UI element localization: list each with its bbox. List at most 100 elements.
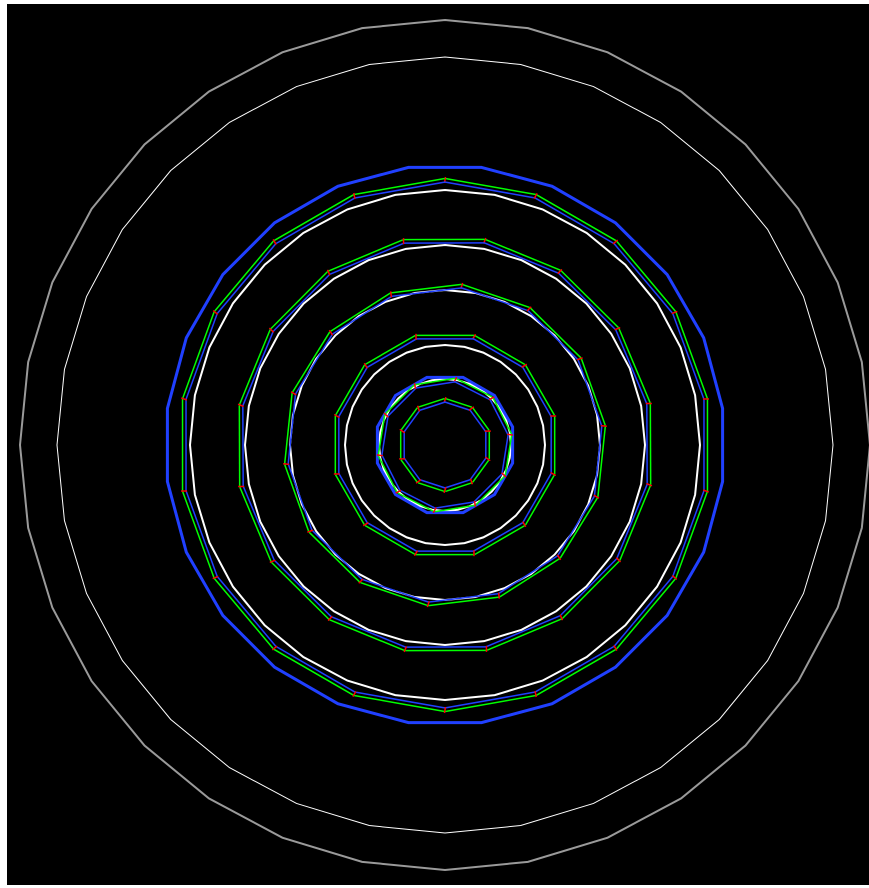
segmented-ring-3-segment-green: [284, 464, 310, 532]
segmented-ring-3-vertex-tick: [283, 463, 290, 466]
segmented-ring-5-segment-green: [615, 577, 677, 650]
segmented-ring-4-vertex-tick: [268, 327, 275, 333]
segmented-ring-3-segment-blue: [361, 578, 430, 603]
segmented-ring-1-vertex-tick: [488, 396, 495, 401]
segmented-ring-3-vertex-tick: [576, 357, 583, 361]
segmented-ring-5-vertex-tick: [613, 645, 618, 651]
segmented-ring-4-segment-green: [561, 560, 621, 620]
segmented-ring-1-segment-green: [397, 492, 435, 513]
segmented-ring-4-segment-blue: [241, 330, 275, 407]
segmented-ring-0-segment-blue: [418, 401, 446, 412]
segmented-ring-3-segment-blue: [287, 393, 297, 465]
segmented-ring-5-segment-green: [353, 177, 445, 196]
segmented-ring-5-segment-green: [675, 491, 709, 579]
segmented-ring-0-vertex-tick: [443, 486, 447, 494]
segmented-ring-3-segment-green: [283, 393, 293, 465]
segmented-ring-0-segment-blue: [403, 457, 421, 481]
segmented-ring-2-vertex-tick: [363, 362, 368, 369]
segmented-ring-4-segment-green: [329, 619, 406, 652]
segmented-ring-4-segment-green: [484, 238, 561, 271]
segmented-ring-2-vertex-tick: [413, 550, 419, 557]
segmented-ring-5-segment-green: [181, 311, 215, 399]
segmented-ring-0-vertex-tick: [468, 406, 475, 411]
segmented-ring-0-segment-green: [417, 397, 445, 408]
segmented-ring-1-vertex-tick: [432, 507, 437, 514]
segmented-ring-4-vertex-tick: [557, 268, 563, 275]
segmented-ring-5-segment-green: [213, 240, 275, 313]
segmented-ring-5-segment-blue: [534, 197, 615, 245]
segmented-ring-3-segment-green: [329, 292, 391, 333]
segmented-ring-3-segment-green: [291, 331, 331, 393]
segmented-ring-2-vertex-tick: [333, 413, 340, 419]
segmented-ring-3-vertex-tick: [600, 424, 607, 427]
segmented-ring-5-segment-blue: [444, 691, 536, 709]
segmented-ring-0-segment-blue: [469, 457, 487, 481]
segmented-ring-1-vertex-tick: [383, 412, 389, 418]
segmented-ring-4-segment-blue: [559, 557, 618, 617]
segmented-ring-5-vertex-tick: [353, 192, 356, 200]
segmented-ring-1-segment-green: [434, 504, 476, 513]
segmented-ring-0-vertex-tick: [399, 428, 406, 434]
segmented-ring-5-vertex-tick: [534, 690, 537, 698]
segmented-ring-2-segment-blue: [521, 472, 553, 524]
segmented-ring-5-segment-green: [353, 694, 445, 713]
segmented-ring-5-segment-blue: [275, 197, 356, 245]
segmented-ring-5-segment-green: [445, 177, 537, 196]
segmented-ring-4-vertex-tick: [403, 646, 408, 653]
segmented-ring-5-segment-blue: [613, 242, 674, 315]
segmented-ring-5-vertex-tick: [702, 489, 710, 493]
segmented-ring-2-segment-blue: [521, 366, 553, 418]
segmented-ring-4-segment-green: [239, 486, 272, 563]
blue-ring-outer: [165, 165, 725, 725]
outer-gray-ring: [18, 18, 869, 872]
segmented-ring-4-vertex-tick: [646, 482, 653, 487]
segmented-ring-1-segment-blue: [415, 381, 456, 389]
white-ring-3: [243, 243, 647, 647]
segmented-ring-1-segment-green: [504, 434, 513, 476]
segmented-ring-4-segment-blue: [485, 614, 561, 648]
segmented-ring-5-segment-blue: [671, 490, 705, 578]
segmented-ring-1-segment-blue: [380, 454, 401, 492]
segmented-ring-2-segment-blue: [472, 521, 524, 553]
segmented-ring-1-segment-blue: [398, 489, 436, 510]
white-ring-4: [188, 188, 702, 702]
segmented-ring-5-segment-blue: [216, 575, 277, 648]
segmented-ring-5-segment-blue: [613, 575, 674, 648]
segmented-ring-1-segment-green: [492, 397, 513, 435]
segmented-ring-4-vertex-tick: [614, 326, 621, 331]
segmented-ring-5-vertex-tick: [533, 193, 538, 199]
segmented-ring-3-segment-blue: [331, 295, 393, 336]
segmented-ring-2-segment-green: [474, 334, 526, 366]
segmented-ring-4-segment-green: [486, 618, 563, 651]
segmented-ring-2-segment-blue: [366, 337, 418, 369]
segmented-ring-4-vertex-tick: [615, 557, 622, 563]
segmented-ring-3-segment-blue: [593, 425, 603, 497]
segmented-ring-5-segment-green: [675, 311, 709, 399]
segmented-ring-3-segment-green: [360, 581, 429, 607]
segmented-ring-3-vertex-tick: [328, 329, 334, 336]
segmented-ring-1-segment-blue: [473, 473, 503, 503]
segmented-ring-2-vertex-tick: [521, 363, 528, 368]
segmented-ring-4-segment-blue: [557, 272, 617, 331]
segmented-ring-4-segment-blue: [483, 241, 560, 275]
segmented-ring-2-segment-green: [524, 474, 556, 526]
segmented-ring-5-vertex-tick: [671, 310, 678, 315]
segmented-ring-2-vertex-tick: [522, 521, 527, 528]
segmented-ring-5-segment-green: [445, 694, 537, 713]
white-ring-1: [343, 343, 547, 547]
segmented-ring-5-segment-green: [213, 577, 275, 650]
segmented-ring-5-segment-green: [536, 648, 617, 696]
segmented-ring-3-vertex-tick: [593, 494, 600, 499]
segmented-ring-3-vertex-tick: [556, 554, 562, 561]
segmented-ring-2-vertex-tick: [550, 471, 557, 477]
segmented-ring-0-segment-green: [400, 407, 418, 431]
segmented-ring-3-segment-blue: [287, 463, 313, 531]
segmented-ring-0-vertex-tick: [416, 405, 421, 412]
segmented-ring-1-vertex-tick: [395, 489, 402, 494]
segmented-ring-0-vertex-tick: [469, 478, 474, 485]
segmented-ring-2-vertex-tick: [362, 522, 369, 527]
segmented-ring-4-segment-green: [327, 239, 404, 272]
segmented-ring-5-vertex-tick: [443, 706, 447, 714]
segmented-ring-4-vertex-tick: [237, 403, 244, 408]
segmented-ring-3-vertex-tick: [358, 578, 364, 584]
